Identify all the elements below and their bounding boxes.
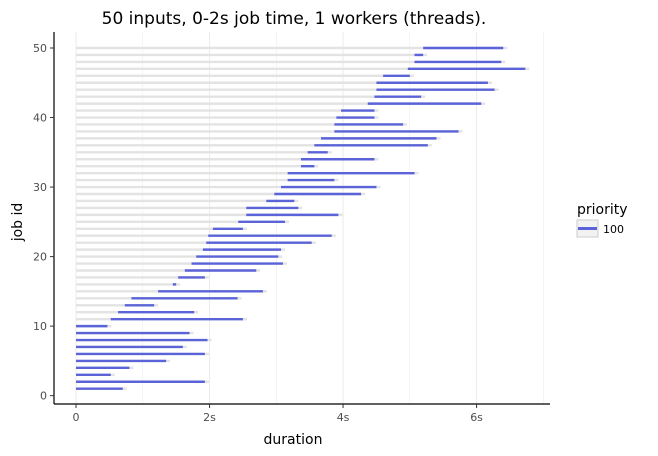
queue-wait-bars bbox=[76, 46, 530, 390]
legend: priority 100 bbox=[576, 202, 628, 238]
axes: 0 2s 4s 6s 0 10 20 30 40 50 bbox=[33, 32, 550, 424]
x-tick-label: 4s bbox=[337, 411, 350, 424]
chart-title: 50 inputs, 0-2s job time, 1 workers (thr… bbox=[102, 9, 487, 29]
y-tick-label: 20 bbox=[33, 251, 47, 264]
x-tick-label: 2s bbox=[203, 411, 216, 424]
legend-entry-label: 100 bbox=[603, 223, 624, 236]
y-tick-label: 30 bbox=[33, 181, 47, 194]
y-tick-label: 10 bbox=[33, 320, 47, 333]
job-duration-bars bbox=[76, 46, 526, 390]
x-axis-title: duration bbox=[264, 432, 323, 448]
legend-title: priority bbox=[577, 202, 628, 218]
y-tick-label: 0 bbox=[40, 390, 47, 403]
grid-lines bbox=[75, 32, 544, 404]
y-tick-label: 40 bbox=[33, 112, 47, 125]
y-axis-title: job id bbox=[10, 203, 26, 243]
y-tick-label: 50 bbox=[33, 42, 47, 55]
x-tick-label: 0 bbox=[73, 411, 80, 424]
x-tick-label: 6s bbox=[470, 411, 483, 424]
